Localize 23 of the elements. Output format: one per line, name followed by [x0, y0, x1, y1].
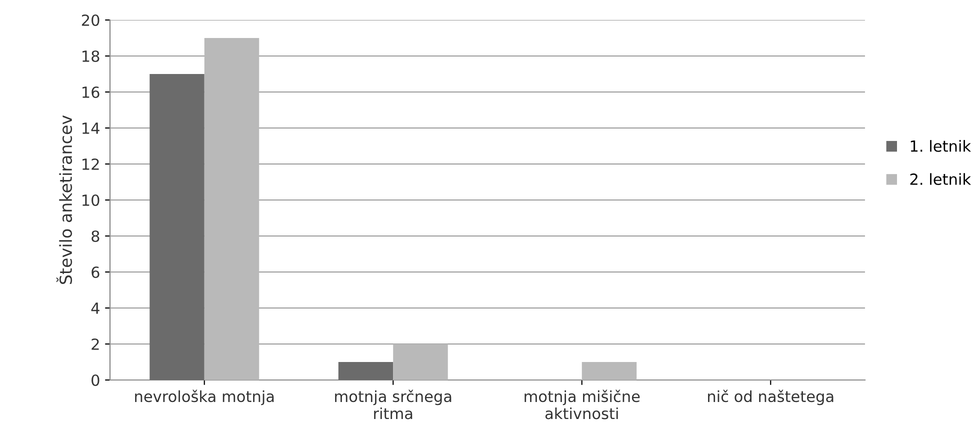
bar: [150, 74, 204, 380]
y-tick-label: 6: [92, 266, 100, 278]
y-tick-label: 14: [82, 122, 100, 134]
x-tick-label: motnja mišične aktivnosti: [524, 390, 640, 420]
y-axis-title: Število anketirancev: [56, 115, 72, 284]
bar: [204, 38, 260, 380]
bar: [582, 362, 637, 380]
y-tick-label: 16: [82, 86, 100, 98]
legend-label: 2. letnik: [910, 173, 972, 185]
x-tick-label: nevrološka motnja: [135, 390, 274, 406]
bar: [393, 344, 448, 380]
x-tick-label: motnja srčnega ritma: [335, 390, 452, 420]
x-tick-label: nič od naštetega: [708, 390, 834, 406]
y-tick-label: 2: [92, 338, 99, 350]
bar: [338, 362, 394, 380]
y-tick-label: 12: [82, 158, 99, 170]
y-tick-label: 20: [82, 14, 100, 26]
y-tick-label: 18: [82, 50, 100, 62]
y-tick-label: 8: [92, 230, 100, 242]
legend-label: 1. letnik: [910, 140, 972, 152]
y-tick-label: 0: [92, 374, 100, 386]
y-tick-label: 4: [91, 302, 100, 314]
y-tick-label: 10: [82, 194, 100, 206]
